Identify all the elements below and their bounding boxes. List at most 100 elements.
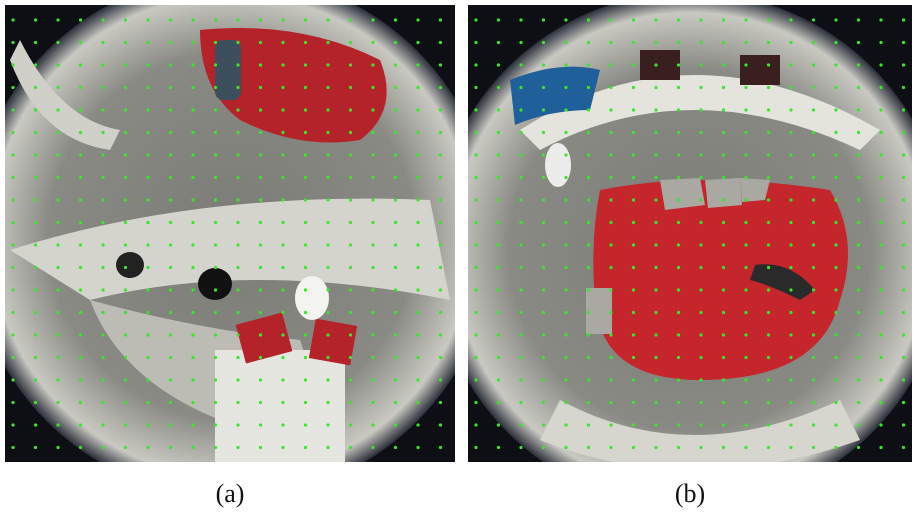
grid-dot — [834, 356, 837, 359]
grid-dot — [349, 333, 352, 336]
grid-dot — [236, 63, 239, 66]
grid-dot — [79, 131, 82, 134]
grid-dot — [304, 86, 307, 89]
grid-dot — [146, 198, 149, 201]
grid-dot — [56, 401, 59, 404]
grid-dot — [812, 243, 815, 246]
grid-dot — [371, 356, 374, 359]
grid-dot — [281, 288, 284, 291]
grid-dot — [542, 108, 545, 111]
grid-dot — [79, 356, 82, 359]
grid-dot — [902, 356, 905, 359]
grid-dot — [259, 356, 262, 359]
grid-dot — [474, 176, 477, 179]
grid-dot — [564, 131, 567, 134]
grid-dot — [169, 108, 172, 111]
grid-dot — [304, 356, 307, 359]
grid-dot — [812, 356, 815, 359]
grid-dot — [834, 446, 837, 449]
grid-dot — [564, 311, 567, 314]
grid-dot — [79, 63, 82, 66]
grid-dot — [371, 63, 374, 66]
grid-dot — [191, 153, 194, 156]
grid-dot — [677, 311, 680, 314]
grid-dot — [812, 108, 815, 111]
grid-dot — [542, 356, 545, 359]
grid-dot — [767, 356, 770, 359]
grid-dot — [497, 288, 500, 291]
grid-dot — [416, 266, 419, 269]
grid-dot — [722, 108, 725, 111]
grid-dot — [236, 18, 239, 21]
grid-dot — [236, 243, 239, 246]
grid-dot — [394, 446, 397, 449]
grid-dot — [439, 333, 442, 336]
grid-dot — [699, 243, 702, 246]
grid-dot — [744, 423, 747, 426]
grid-dot — [699, 401, 702, 404]
grid-dot — [439, 423, 442, 426]
grid-dot — [632, 423, 635, 426]
grid-dot — [191, 86, 194, 89]
grid-dot — [439, 378, 442, 381]
grid-dot — [677, 153, 680, 156]
grid-dot — [124, 243, 127, 246]
grid-dot — [236, 41, 239, 44]
grid-dot — [371, 243, 374, 246]
grid-dot — [789, 378, 792, 381]
grid-dot — [497, 243, 500, 246]
grid-dot — [439, 41, 442, 44]
grid-dot — [857, 221, 860, 224]
grid-dot — [304, 288, 307, 291]
grid-dot — [677, 266, 680, 269]
grid-dot — [191, 131, 194, 134]
grid-dot — [146, 131, 149, 134]
grid-dot — [56, 86, 59, 89]
grid-dot — [564, 18, 567, 21]
grid-dot — [857, 333, 860, 336]
grid-dot — [394, 131, 397, 134]
grid-dot — [101, 86, 104, 89]
grid-dot — [326, 108, 329, 111]
grid-dot — [699, 311, 702, 314]
grid-dot — [326, 221, 329, 224]
grid-dot — [677, 86, 680, 89]
grid-dot — [371, 131, 374, 134]
grid-dot — [326, 153, 329, 156]
grid-dot — [281, 333, 284, 336]
grid-dot — [902, 243, 905, 246]
grid-dot — [371, 176, 374, 179]
grid-dot — [236, 198, 239, 201]
grid-dot — [879, 176, 882, 179]
grid-dot — [146, 41, 149, 44]
grid-dot — [416, 41, 419, 44]
grid-dot — [191, 288, 194, 291]
grid-dot — [587, 41, 590, 44]
grid-dot — [474, 311, 477, 314]
grid-dot — [474, 198, 477, 201]
grid-dot — [744, 266, 747, 269]
grid-dot — [79, 446, 82, 449]
grid-dot — [497, 221, 500, 224]
grid-dot — [79, 423, 82, 426]
grid-dot — [879, 356, 882, 359]
grid-dot — [902, 401, 905, 404]
grid-dot — [281, 63, 284, 66]
grid-dot — [214, 18, 217, 21]
grid-dot — [722, 288, 725, 291]
grid-dot — [654, 221, 657, 224]
grid-dot — [857, 63, 860, 66]
grid-dot — [79, 288, 82, 291]
grid-dot — [564, 333, 567, 336]
grid-dot — [857, 86, 860, 89]
grid-dot — [812, 41, 815, 44]
grid-dot — [609, 108, 612, 111]
grid-dot — [34, 446, 37, 449]
grid-dot — [902, 18, 905, 21]
grid-dot — [902, 131, 905, 134]
grid-dot — [34, 356, 37, 359]
grid-dot — [519, 63, 522, 66]
grid-dot — [767, 131, 770, 134]
grid-dot — [744, 18, 747, 21]
grid-dot — [722, 18, 725, 21]
